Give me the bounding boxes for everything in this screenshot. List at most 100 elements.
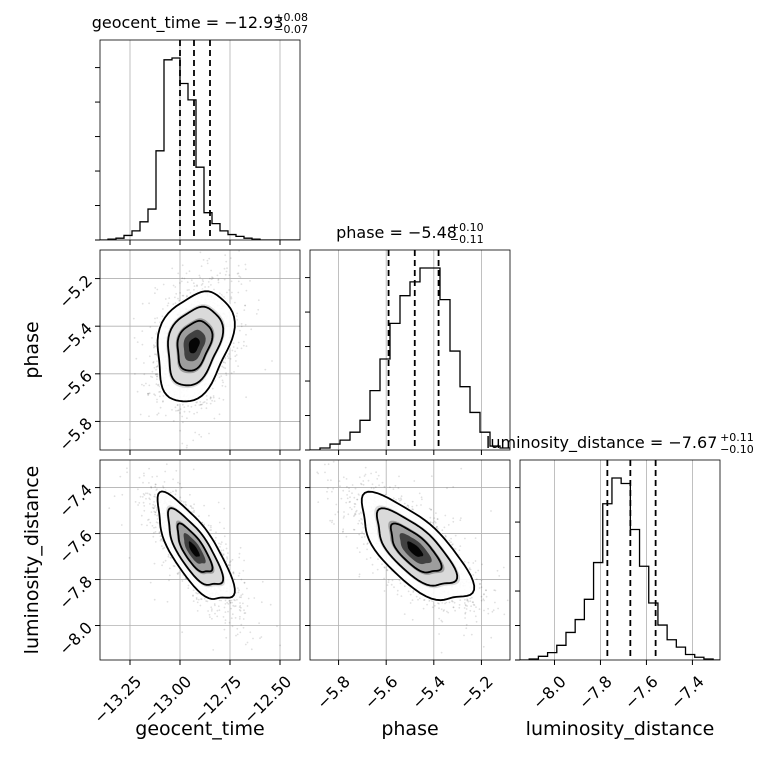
sample-point [238, 250, 241, 252]
sample-point [343, 515, 345, 518]
sample-point [229, 601, 232, 604]
sample-point [210, 278, 213, 281]
sample-point [246, 641, 249, 644]
panel-title-phase: phase = −5.48+0.10−0.11 [336, 221, 484, 246]
sample-point [220, 549, 223, 552]
panel-title-luminosity_distance: luminosity_distance = −7.67 +0.11−0.10 [486, 431, 754, 456]
sample-point [231, 558, 234, 561]
sample-point [239, 276, 242, 278]
sample-point [246, 605, 249, 607]
sample-point [202, 401, 205, 404]
sample-point [236, 598, 238, 601]
contour-line [156, 290, 236, 403]
sample-point [245, 289, 248, 292]
sample-point [239, 615, 241, 618]
sample-point [269, 603, 272, 606]
contour-line [156, 490, 236, 600]
sample-point [142, 501, 145, 504]
sample-point [148, 518, 150, 521]
sample-point [137, 488, 139, 491]
sample-point [235, 634, 237, 637]
title-minus: −0.07 [274, 23, 308, 36]
panel-title-geocent_time: geocent_time = −12.93+0.08−0.07 [92, 11, 308, 36]
sample-point [224, 362, 227, 364]
sample-point [358, 533, 361, 536]
hist-panel-geocent_time [95, 39, 301, 245]
sample-point [179, 412, 181, 414]
sample-point [92, 351, 94, 353]
sample-point [238, 552, 241, 555]
sample-point [392, 497, 395, 500]
sample-point [241, 593, 244, 596]
sample-point [156, 375, 159, 378]
sample-point [186, 281, 189, 284]
sample-point [156, 514, 159, 517]
panel-frame [99, 39, 301, 241]
sample-point [220, 375, 223, 377]
sample-point [118, 456, 120, 458]
sample-point [177, 571, 180, 574]
sample-point [183, 277, 186, 280]
sample-point [205, 395, 208, 397]
sample-point [233, 371, 235, 373]
sample-point [145, 382, 147, 385]
sample-point [224, 599, 227, 602]
density-fill [188, 541, 200, 557]
sample-point [155, 373, 157, 376]
sample-point [111, 452, 113, 454]
sample-point [151, 476, 154, 478]
sample-point [183, 410, 186, 413]
sample-point [159, 539, 162, 542]
sample-point [239, 602, 241, 604]
sample-point [148, 415, 150, 418]
sample-point [240, 347, 243, 350]
sample-point [175, 469, 178, 472]
sample-point [237, 591, 240, 594]
sample-point [223, 628, 226, 631]
sample-point [147, 519, 149, 521]
sample-point [108, 507, 111, 509]
sample-point [121, 456, 123, 458]
sample-point [249, 280, 251, 282]
sample-point [119, 475, 122, 478]
sample-point [197, 598, 200, 601]
sample-point [211, 399, 214, 402]
sample-point [238, 609, 241, 611]
sample-point [371, 483, 374, 486]
sample-point [187, 405, 190, 407]
sample-point [242, 626, 245, 629]
sample-point [161, 545, 163, 547]
sample-point [155, 509, 158, 512]
sample-point [227, 603, 230, 605]
sample-point [152, 344, 155, 347]
sample-point [238, 589, 240, 591]
sample-point [157, 412, 160, 415]
sample-point [156, 373, 158, 376]
sample-point [217, 278, 220, 281]
sample-point [162, 486, 165, 489]
sample-point [221, 365, 224, 368]
sample-point [257, 308, 260, 311]
sample-point [225, 270, 228, 273]
sample-point [154, 394, 157, 397]
sample-point [374, 486, 377, 488]
sample-point [225, 547, 228, 550]
sample-point [234, 350, 237, 353]
sample-point [230, 372, 233, 374]
sample-point [138, 476, 141, 479]
sample-point [210, 526, 212, 529]
sample-point [217, 605, 220, 608]
sample-point [177, 409, 180, 412]
sample-point [186, 294, 188, 297]
sample-point [172, 284, 175, 287]
sample-point [200, 403, 202, 406]
sample-point [229, 561, 231, 564]
sample-point [460, 517, 462, 519]
sample-point [223, 535, 226, 538]
sample-point [172, 490, 174, 493]
sample-point [154, 504, 157, 507]
sample-point [167, 461, 169, 463]
sample-point [146, 492, 149, 495]
hist-panel-luminosity_distance [515, 459, 721, 665]
sample-point [143, 456, 145, 458]
